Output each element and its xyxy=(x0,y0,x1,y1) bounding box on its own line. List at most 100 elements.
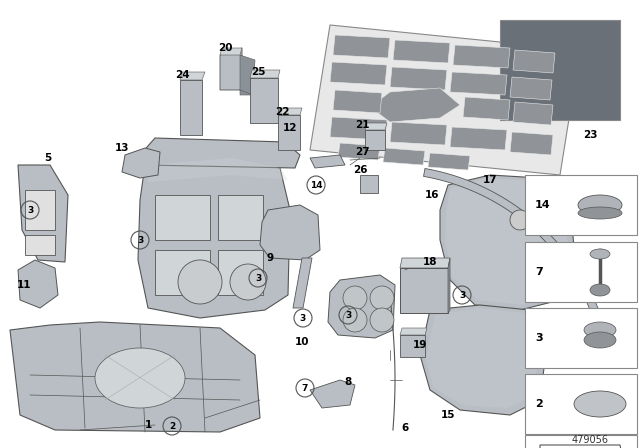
Polygon shape xyxy=(510,132,553,155)
Bar xyxy=(155,195,210,240)
Text: 14: 14 xyxy=(535,200,550,210)
Text: 14: 14 xyxy=(310,181,323,190)
Text: 15: 15 xyxy=(441,410,455,420)
Polygon shape xyxy=(10,322,260,432)
Polygon shape xyxy=(383,148,425,165)
Bar xyxy=(218,195,263,240)
Ellipse shape xyxy=(370,286,394,310)
Bar xyxy=(180,80,202,135)
Ellipse shape xyxy=(578,195,622,215)
Text: 3: 3 xyxy=(27,206,33,215)
Polygon shape xyxy=(240,55,255,95)
Text: 3: 3 xyxy=(137,236,143,245)
Polygon shape xyxy=(140,138,300,168)
Text: 20: 20 xyxy=(218,43,232,53)
Text: 23: 23 xyxy=(583,130,597,140)
Ellipse shape xyxy=(178,260,222,304)
Text: 3: 3 xyxy=(459,290,465,300)
Text: 21: 21 xyxy=(355,120,369,130)
Polygon shape xyxy=(138,158,290,318)
Polygon shape xyxy=(330,62,387,85)
Text: 26: 26 xyxy=(353,165,367,175)
Polygon shape xyxy=(18,260,58,308)
Ellipse shape xyxy=(343,308,367,332)
Polygon shape xyxy=(400,258,450,268)
Text: 13: 13 xyxy=(115,143,129,153)
Polygon shape xyxy=(260,205,320,260)
Polygon shape xyxy=(310,25,580,175)
Ellipse shape xyxy=(590,284,610,296)
Bar xyxy=(500,20,620,120)
Text: 2: 2 xyxy=(169,422,175,431)
Polygon shape xyxy=(448,258,450,313)
Bar xyxy=(525,175,637,235)
Polygon shape xyxy=(338,143,380,160)
Polygon shape xyxy=(463,97,510,120)
Bar xyxy=(250,78,278,123)
Polygon shape xyxy=(420,305,545,415)
Text: 17: 17 xyxy=(483,175,497,185)
Bar xyxy=(525,435,637,448)
Polygon shape xyxy=(513,50,555,73)
Polygon shape xyxy=(293,258,312,308)
Text: 12: 12 xyxy=(283,123,297,133)
Ellipse shape xyxy=(510,210,530,230)
Bar xyxy=(525,308,637,368)
Polygon shape xyxy=(278,108,302,115)
Polygon shape xyxy=(148,158,288,182)
Bar xyxy=(278,115,300,150)
Ellipse shape xyxy=(578,207,622,219)
Polygon shape xyxy=(328,275,395,338)
Text: 7: 7 xyxy=(302,383,308,392)
Ellipse shape xyxy=(584,332,616,348)
Bar xyxy=(365,130,385,150)
Polygon shape xyxy=(310,155,345,168)
Text: 3: 3 xyxy=(255,273,261,283)
Polygon shape xyxy=(18,165,68,262)
Polygon shape xyxy=(390,122,447,145)
Text: 16: 16 xyxy=(425,190,439,200)
Polygon shape xyxy=(424,168,607,337)
Text: 3: 3 xyxy=(535,333,543,343)
Text: 27: 27 xyxy=(355,147,369,157)
Bar xyxy=(400,268,448,313)
Polygon shape xyxy=(220,48,242,55)
Text: 5: 5 xyxy=(44,153,52,163)
Polygon shape xyxy=(393,40,450,63)
Polygon shape xyxy=(333,90,382,113)
Text: 3: 3 xyxy=(345,310,351,319)
Text: 2: 2 xyxy=(535,399,543,409)
Polygon shape xyxy=(390,67,447,90)
Text: 11: 11 xyxy=(17,280,31,290)
Text: 19: 19 xyxy=(413,340,427,350)
Text: 7: 7 xyxy=(535,267,543,277)
Bar xyxy=(360,175,378,193)
Polygon shape xyxy=(540,445,625,448)
Bar xyxy=(25,190,55,230)
Polygon shape xyxy=(250,70,280,78)
Polygon shape xyxy=(440,175,575,310)
Polygon shape xyxy=(240,85,255,95)
Polygon shape xyxy=(450,72,507,95)
Text: 1: 1 xyxy=(145,420,152,430)
Ellipse shape xyxy=(95,348,185,408)
Polygon shape xyxy=(428,153,470,170)
Ellipse shape xyxy=(230,264,266,300)
Text: 479056: 479056 xyxy=(572,435,609,445)
Text: 22: 22 xyxy=(275,107,289,117)
Ellipse shape xyxy=(343,286,367,310)
Text: 18: 18 xyxy=(423,257,437,267)
Text: 6: 6 xyxy=(401,423,408,433)
Polygon shape xyxy=(122,148,160,178)
Bar xyxy=(525,242,637,302)
Ellipse shape xyxy=(590,249,610,259)
Polygon shape xyxy=(513,102,553,125)
Polygon shape xyxy=(400,328,427,335)
Ellipse shape xyxy=(574,391,626,417)
Polygon shape xyxy=(180,72,205,80)
Polygon shape xyxy=(426,308,538,408)
Text: 9: 9 xyxy=(266,253,273,263)
Text: 8: 8 xyxy=(344,377,351,387)
Text: 3: 3 xyxy=(300,314,306,323)
Polygon shape xyxy=(330,117,387,140)
